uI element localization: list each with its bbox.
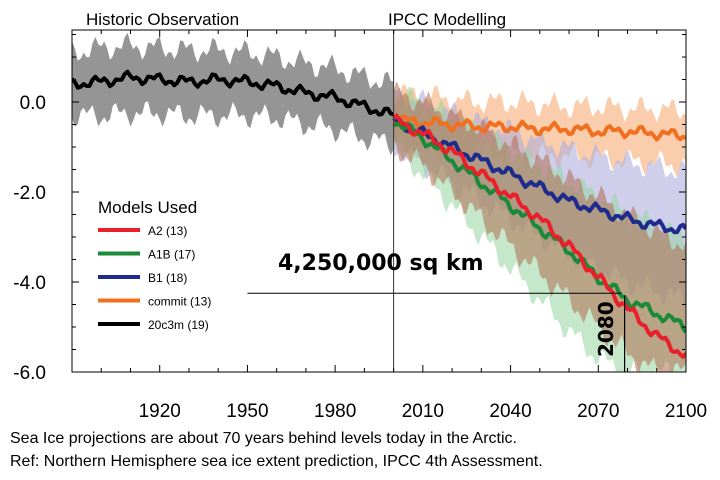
plot-area xyxy=(72,32,686,372)
extent-annotation: 4,250,000 sq km xyxy=(278,251,484,276)
line-20c3m-19 xyxy=(72,69,395,117)
legend-title: Models Used xyxy=(98,198,197,217)
x-tick-label: 1920 xyxy=(139,401,181,422)
year-annotation: 2080 xyxy=(594,301,618,357)
legend-label-20c3m-19: 20c3m (19) xyxy=(148,318,209,332)
legend-label-a1b-17: A1B (17) xyxy=(148,248,195,262)
caption-line-2: Ref: Northern Hemisphere sea ice extent … xyxy=(10,453,543,470)
line-b1-18 xyxy=(392,116,686,235)
x-tick-label: 2070 xyxy=(577,401,619,422)
x-tick-label: 2010 xyxy=(402,401,444,422)
y-tick-label: -6.0 xyxy=(13,363,46,384)
line-commit-13 xyxy=(392,114,686,142)
y-tick-label: 0.0 xyxy=(20,93,46,114)
x-tick-label: 1980 xyxy=(314,401,356,422)
y-tick-label: -2.0 xyxy=(13,183,46,204)
legend-label-a2-13: A2 (13) xyxy=(148,224,187,238)
legend-label-b1-18: B1 (18) xyxy=(148,271,187,285)
legend-label-commit-13: commit (13) xyxy=(148,295,211,309)
ipcc-modelling-label: IPCC Modelling xyxy=(388,10,506,29)
y-tick-label: -4.0 xyxy=(13,273,46,294)
x-tick-label: 2100 xyxy=(665,401,707,422)
caption-line-1: Sea Ice projections are about 70 years b… xyxy=(10,430,517,447)
x-tick-label: 2040 xyxy=(489,401,531,422)
x-tick-label: 1950 xyxy=(226,401,268,422)
historic-observation-label: Historic Observation xyxy=(86,10,239,29)
sea-ice-chart: 1920 1950 1980 2010 2040 2070 2100 0.0 -2.0 -4.0 -… xyxy=(13,10,707,422)
plot-frame xyxy=(71,29,687,373)
line-a2-13 xyxy=(392,113,686,359)
band-20c3m-19 xyxy=(72,32,394,156)
